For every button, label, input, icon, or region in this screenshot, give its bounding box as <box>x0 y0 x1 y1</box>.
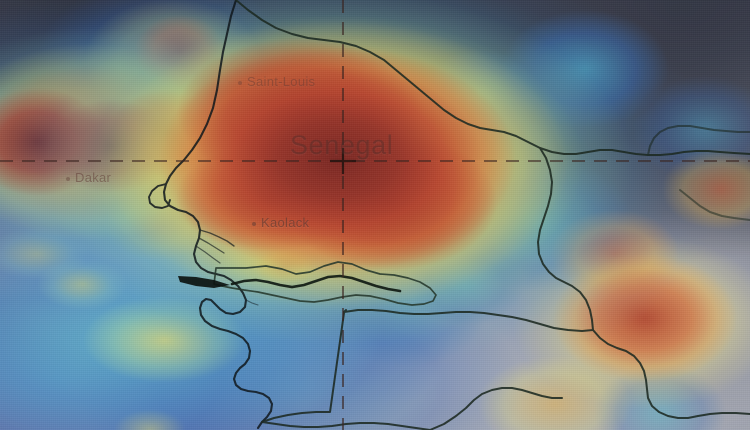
national-borders <box>235 0 750 430</box>
gambia-river-mouth <box>178 276 230 288</box>
gambia-river <box>230 274 402 293</box>
coastline <box>148 0 274 430</box>
graticule-center-marker <box>330 148 356 174</box>
gambia-border <box>213 261 437 306</box>
